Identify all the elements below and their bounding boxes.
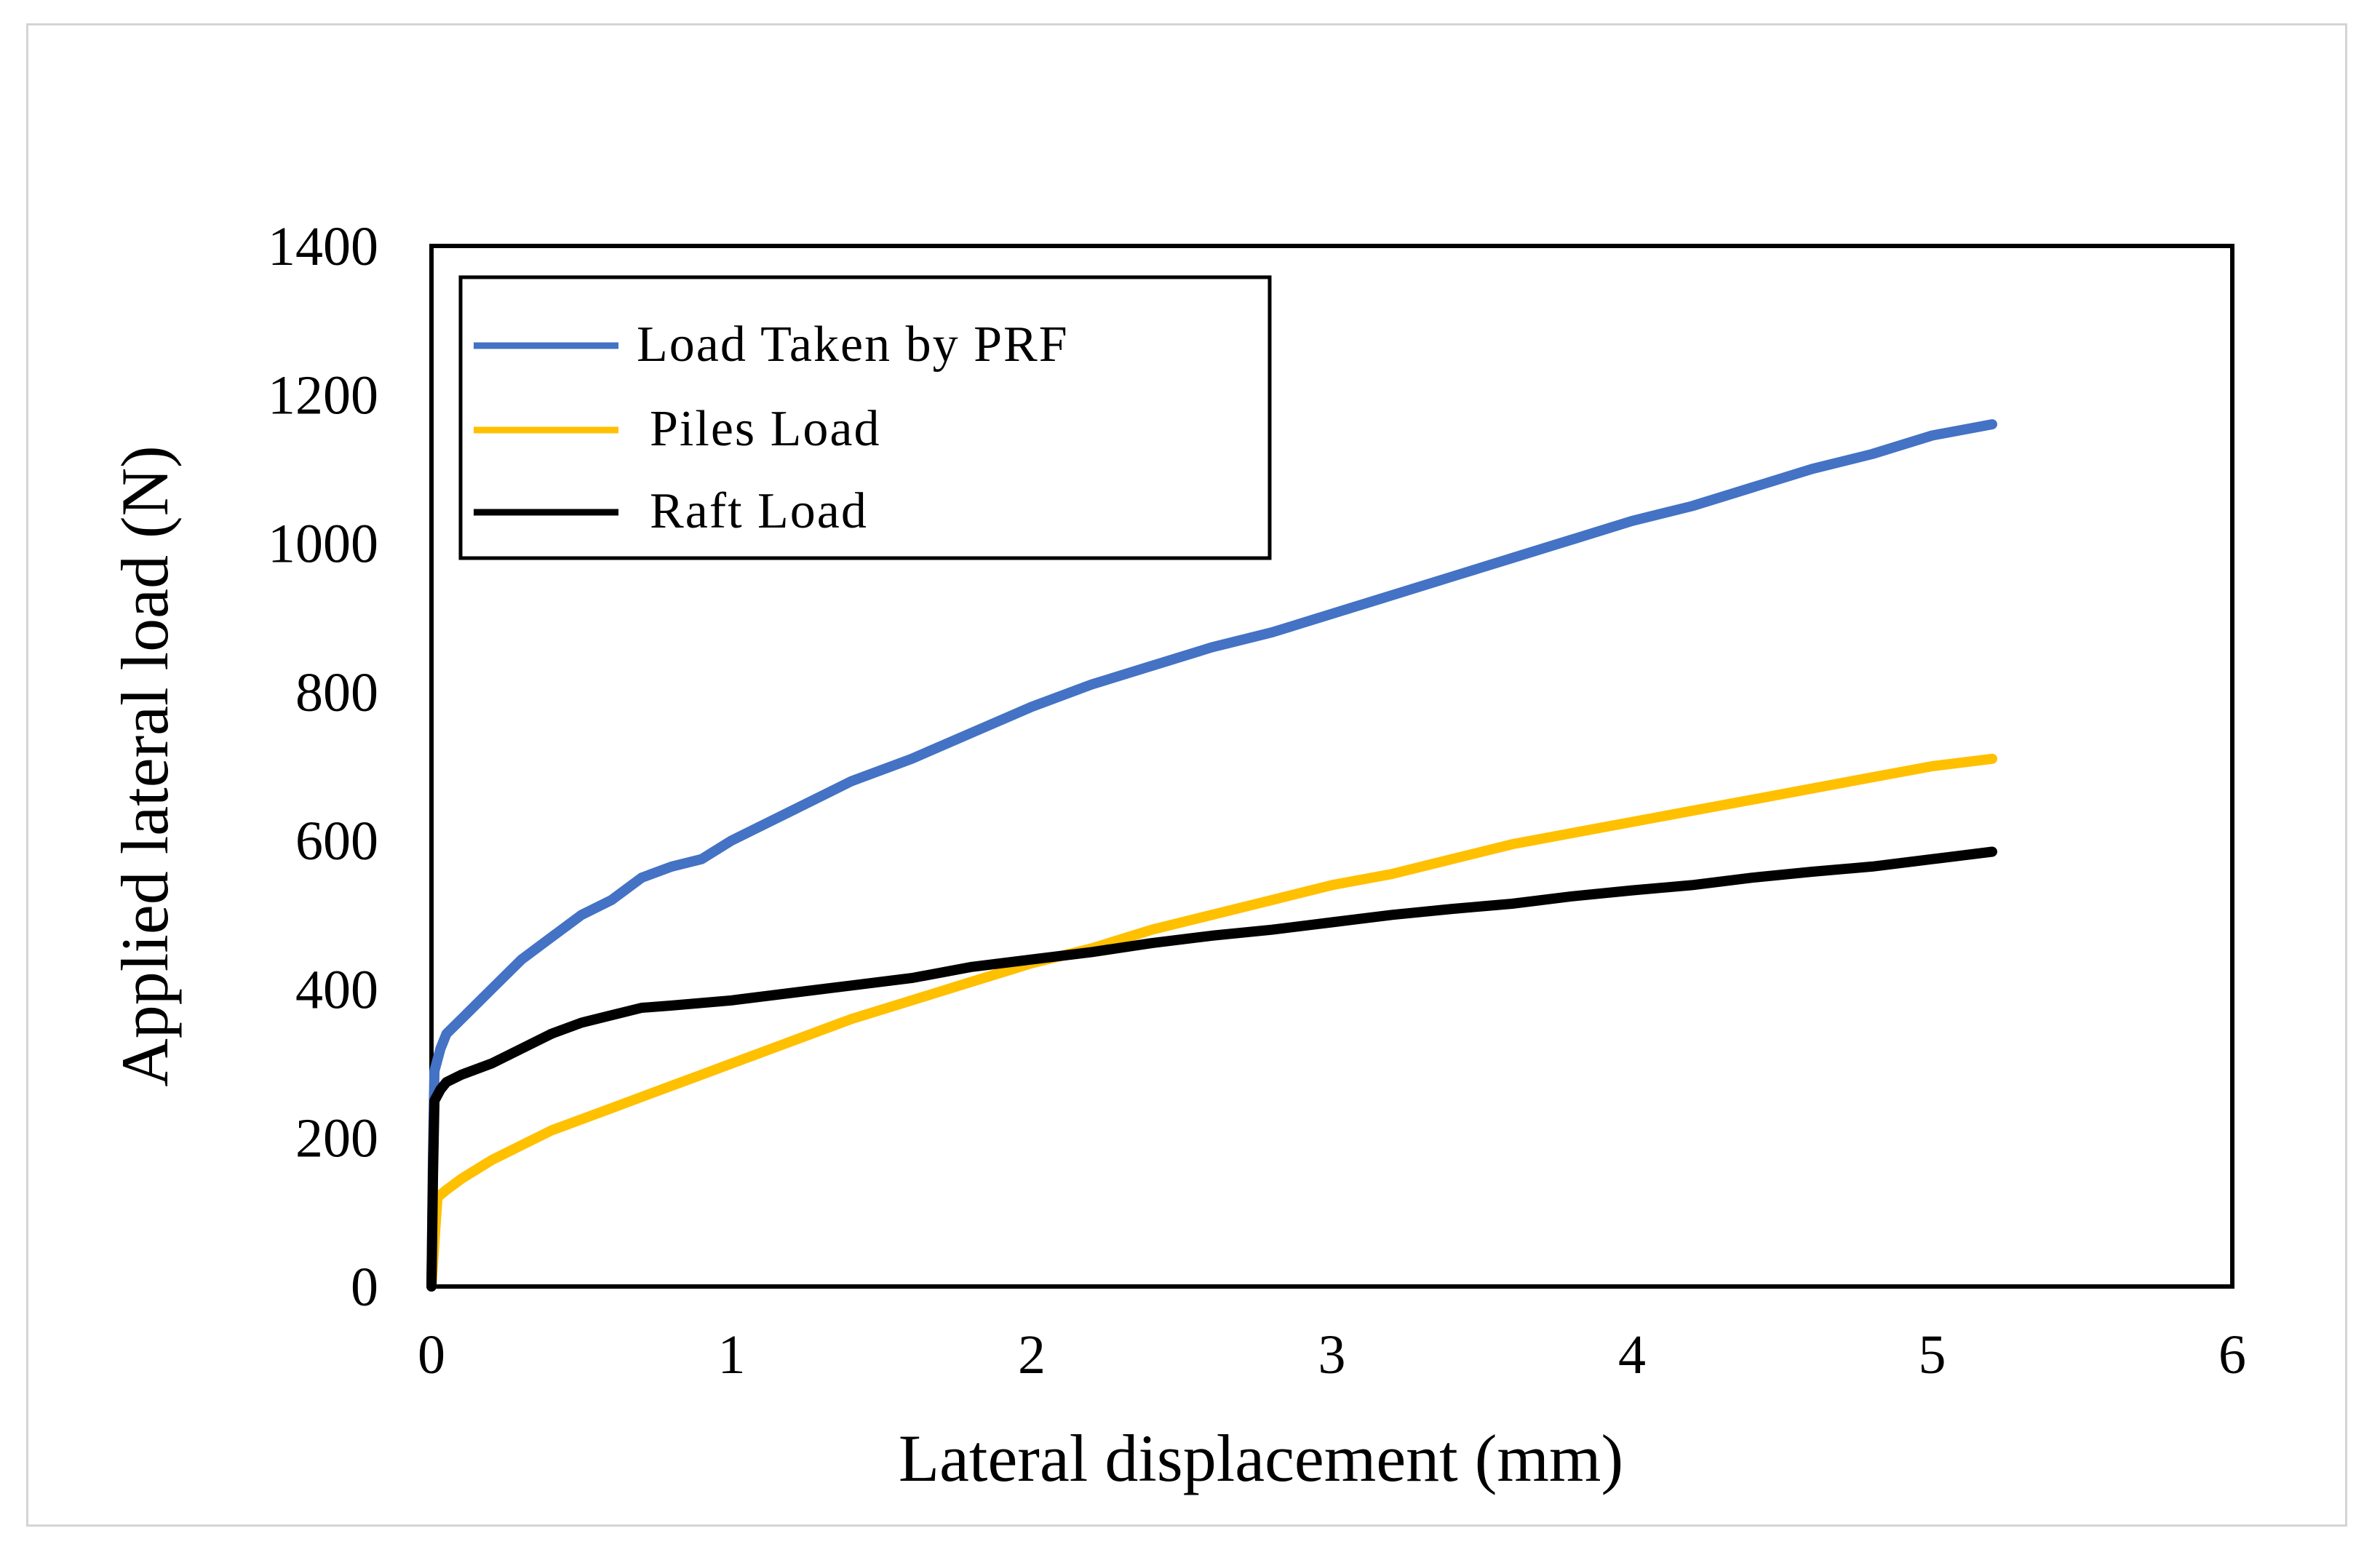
y-tick-label: 600 <box>295 811 378 872</box>
x-tick-label: 4 <box>1618 1324 1646 1385</box>
x-tick-labels: 0 1 2 3 4 5 6 <box>418 1324 2246 1385</box>
legend-label-prf: Load Taken by PRF <box>637 317 1069 373</box>
series-line-piles-load <box>426 753 1997 1292</box>
y-tick-label: 1000 <box>268 514 378 575</box>
x-tick-label: 2 <box>1018 1324 1046 1385</box>
y-tick-labels: 0 200 400 600 800 1000 1200 1400 <box>268 216 378 1318</box>
y-tick-label: 1200 <box>268 365 378 426</box>
x-axis-title: Lateral displacement (mm) <box>899 1421 1623 1495</box>
legend-label-piles: Piles Load <box>650 401 880 457</box>
y-tick-label: 200 <box>295 1108 378 1169</box>
x-tick-label: 5 <box>1919 1324 1946 1385</box>
x-tick-label: 0 <box>418 1324 445 1385</box>
series-line-load-taken-by-prf <box>426 419 1997 1292</box>
legend-label-raft: Raft Load <box>650 483 868 539</box>
series-line-raft-load <box>426 846 1997 1292</box>
y-tick-label: 0 <box>351 1257 378 1318</box>
x-tick-label: 3 <box>1318 1324 1346 1385</box>
series-layer <box>426 419 1997 1292</box>
y-tick-label: 800 <box>295 662 378 723</box>
y-tick-label: 400 <box>295 959 378 1020</box>
y-tick-label: 1400 <box>268 216 378 277</box>
y-axis-title: Applied lateral load (N) <box>108 445 182 1086</box>
legend: Load Taken by PRF Piles Load Raft Load <box>458 275 1272 560</box>
x-tick-label: 6 <box>2218 1324 2246 1385</box>
x-tick-label: 1 <box>718 1324 746 1385</box>
